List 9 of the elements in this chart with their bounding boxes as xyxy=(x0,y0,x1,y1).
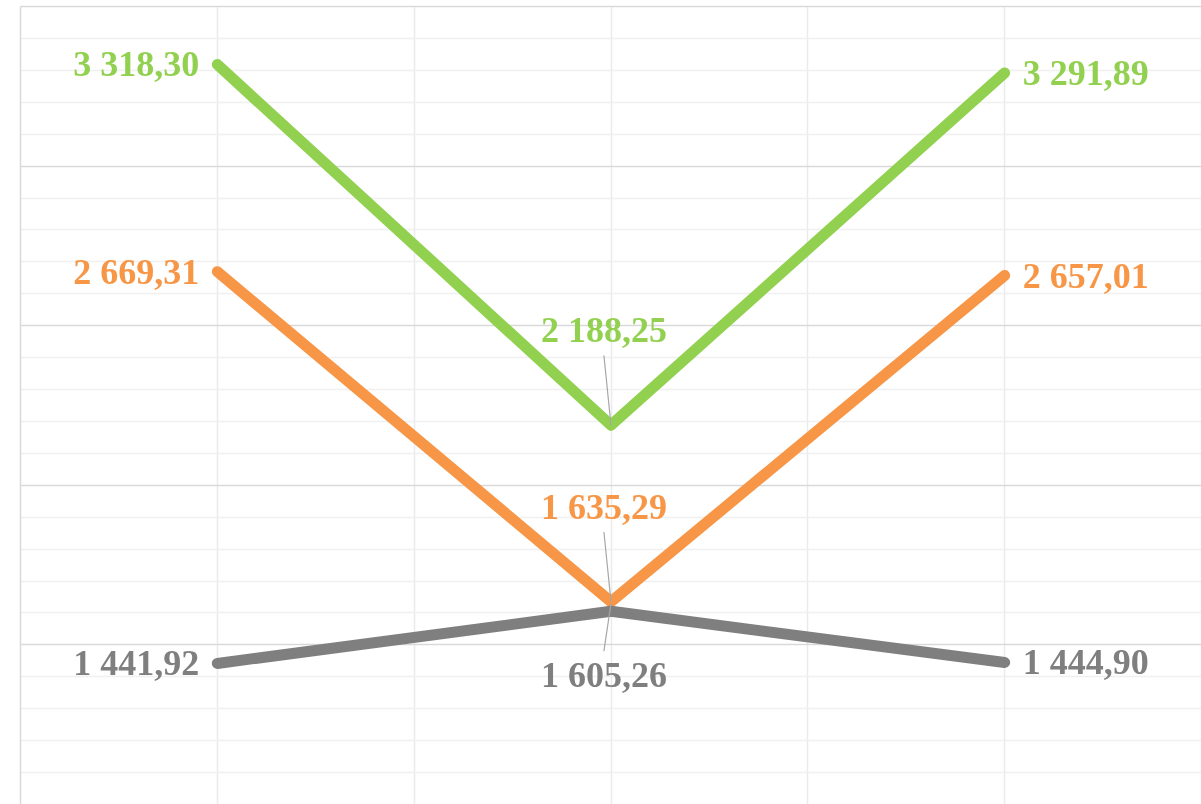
data-label: 1 605,26 xyxy=(541,655,667,696)
data-label: 2 669,31 xyxy=(73,251,200,292)
data-label: 2 188,25 xyxy=(541,310,667,351)
data-label: 1 441,92 xyxy=(73,643,200,684)
data-label: 3 291,89 xyxy=(1022,52,1149,93)
data-label: 2 657,01 xyxy=(1022,255,1149,296)
data-label: 3 318,30 xyxy=(73,44,200,85)
data-label: 1 635,29 xyxy=(541,486,667,527)
data-label: 1 444,90 xyxy=(1022,642,1149,683)
